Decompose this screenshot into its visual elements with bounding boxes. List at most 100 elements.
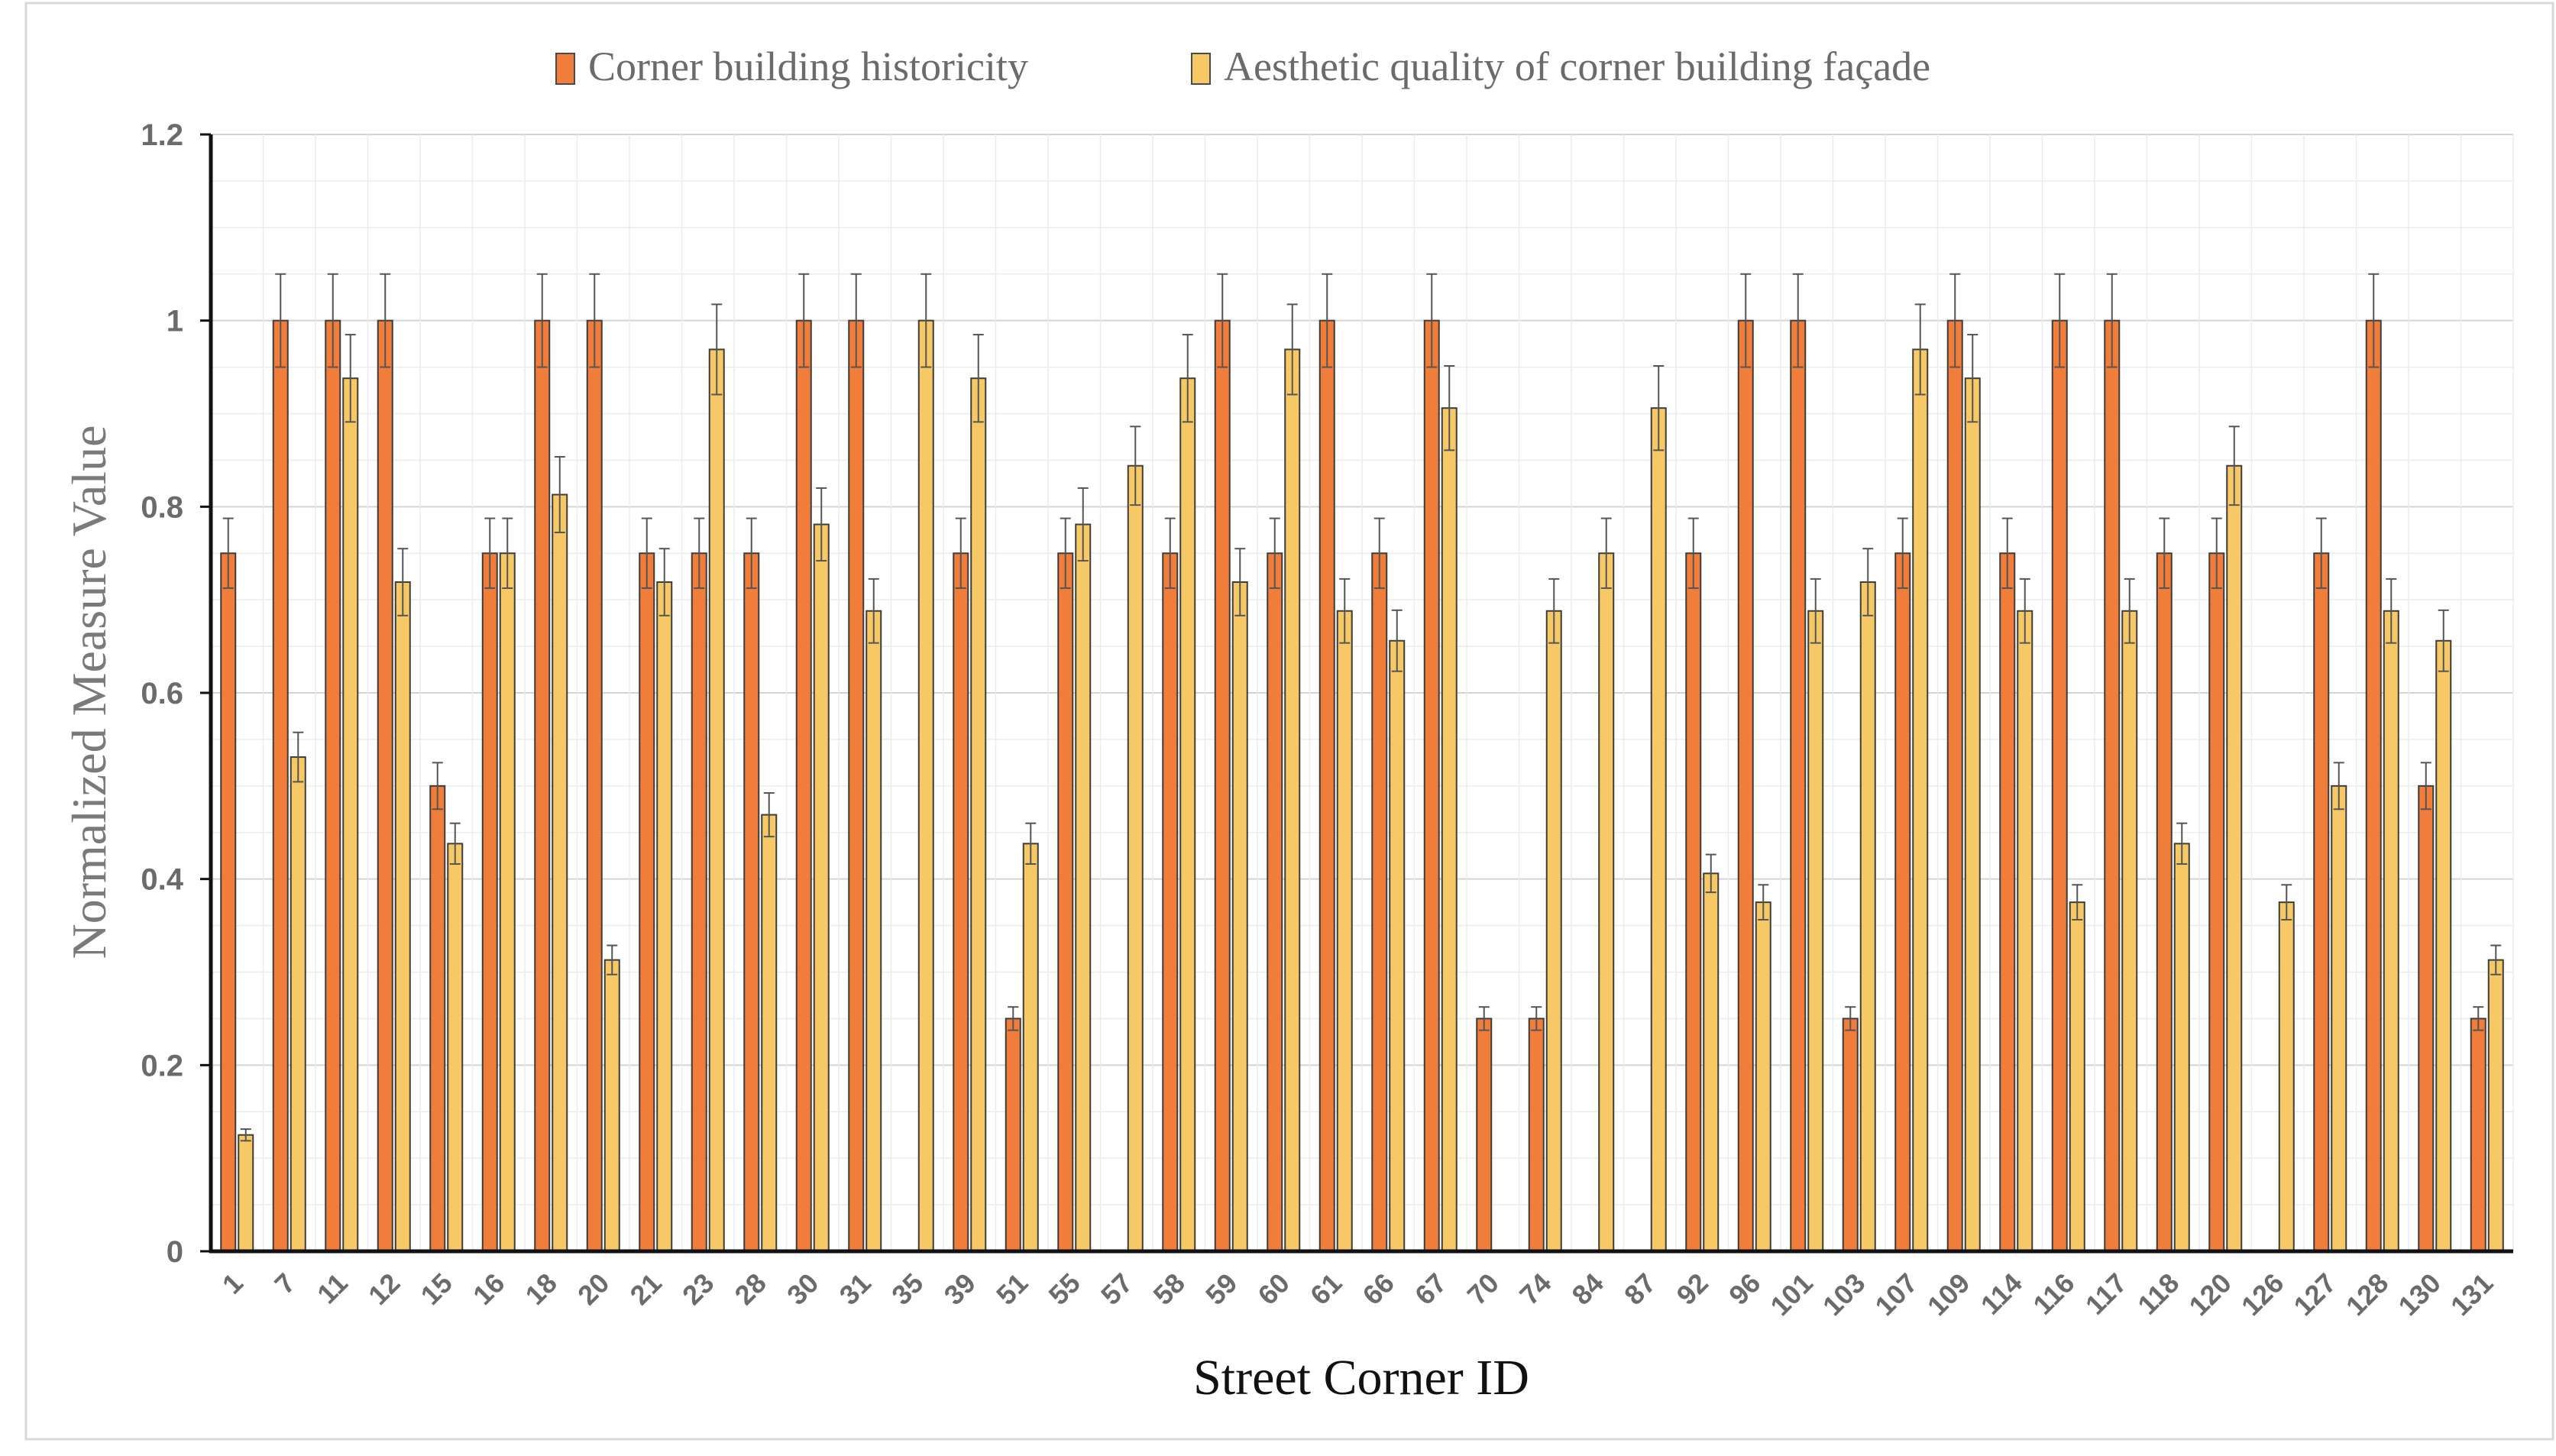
bar-historicity[interactable] <box>691 552 707 1252</box>
legend-item-aesthetic[interactable]: Aesthetic quality of corner building faç… <box>1191 44 1930 89</box>
bar-aesthetic[interactable] <box>2278 901 2295 1252</box>
bar-aesthetic[interactable] <box>1755 901 1771 1252</box>
y-tick-label: 0.6 <box>141 677 183 710</box>
bar-historicity[interactable] <box>1162 552 1179 1252</box>
bar-historicity[interactable] <box>325 319 341 1253</box>
bar-historicity[interactable] <box>377 319 393 1253</box>
bar-aesthetic[interactable] <box>1179 377 1196 1252</box>
bar-historicity[interactable] <box>1999 552 2016 1252</box>
legend-item-historicity[interactable]: Corner building historicity <box>555 44 1028 89</box>
legend-swatch-aesthetic <box>1191 53 1211 85</box>
bars <box>220 273 2504 1253</box>
bar-historicity[interactable] <box>220 552 237 1252</box>
bar-aesthetic[interactable] <box>290 756 306 1252</box>
bar-historicity[interactable] <box>481 552 498 1252</box>
chart-border <box>24 2 2554 1441</box>
bar-historicity[interactable] <box>1214 319 1231 1253</box>
bar-aesthetic[interactable] <box>1650 407 1667 1253</box>
bar-historicity[interactable] <box>2418 785 2435 1253</box>
bar-historicity[interactable] <box>1790 319 1807 1253</box>
bar-aesthetic[interactable] <box>552 493 568 1252</box>
bar-historicity[interactable] <box>2470 1018 2486 1252</box>
bar-historicity[interactable] <box>1057 552 1074 1252</box>
bar-historicity[interactable] <box>639 552 655 1252</box>
y-axis-title: Normalized Measure Value <box>62 425 116 959</box>
bar-historicity[interactable] <box>2104 319 2121 1253</box>
bar-historicity[interactable] <box>2365 319 2382 1253</box>
bar-aesthetic[interactable] <box>394 581 411 1252</box>
bar-aesthetic[interactable] <box>1598 552 1615 1252</box>
y-tick-label: 0.8 <box>141 490 183 524</box>
bar-historicity[interactable] <box>586 319 603 1253</box>
bar-historicity[interactable] <box>1528 1018 1545 1252</box>
bar-aesthetic[interactable] <box>656 581 673 1252</box>
bar-aesthetic[interactable] <box>1859 581 1876 1252</box>
y-axis-ticks: 0 0.2 0.4 0.6 0.8 1 1.2 <box>141 118 211 1269</box>
bar-historicity[interactable] <box>1842 1018 1859 1252</box>
bar-aesthetic[interactable] <box>2487 959 2504 1252</box>
bar-aesthetic[interactable] <box>1807 610 1824 1252</box>
bar-aesthetic[interactable] <box>2017 610 2033 1252</box>
bar-aesthetic[interactable] <box>499 552 516 1252</box>
bar-historicity[interactable] <box>1005 1018 1021 1252</box>
bar-aesthetic[interactable] <box>1284 348 1301 1252</box>
bar-aesthetic[interactable] <box>2121 610 2138 1252</box>
bar-historicity[interactable] <box>848 319 865 1253</box>
bar-historicity[interactable] <box>1894 552 1911 1252</box>
bar-historicity[interactable] <box>1737 319 1754 1253</box>
bar-historicity[interactable] <box>1476 1018 1493 1252</box>
bar-aesthetic[interactable] <box>1703 872 1720 1253</box>
bar-aesthetic[interactable] <box>1912 348 1929 1252</box>
y-tick-label: 1.2 <box>141 118 183 152</box>
x-axis-title: Street Corner ID <box>1193 1350 1529 1406</box>
bar-aesthetic[interactable] <box>1022 843 1039 1252</box>
bar-historicity[interactable] <box>743 552 760 1252</box>
bar-historicity[interactable] <box>1946 319 1963 1253</box>
bar-aesthetic[interactable] <box>238 1134 254 1253</box>
bar-historicity[interactable] <box>1685 552 1702 1252</box>
bar-aesthetic[interactable] <box>708 348 725 1252</box>
bar-aesthetic[interactable] <box>1441 407 1458 1253</box>
bar-aesthetic[interactable] <box>1075 523 1092 1252</box>
bar-historicity[interactable] <box>1371 552 1388 1252</box>
bar-historicity[interactable] <box>2208 552 2225 1252</box>
bar-aesthetic[interactable] <box>813 523 830 1252</box>
bar-aesthetic[interactable] <box>2226 464 2243 1252</box>
bar-historicity[interactable] <box>2051 319 2068 1253</box>
bar-aesthetic[interactable] <box>2383 610 2399 1252</box>
bar-aesthetic[interactable] <box>1127 464 1144 1252</box>
bar-historicity[interactable] <box>2313 552 2330 1252</box>
bar-aesthetic[interactable] <box>1389 639 1406 1252</box>
bar-aesthetic[interactable] <box>2173 843 2190 1252</box>
bar-aesthetic[interactable] <box>1545 610 1562 1252</box>
bar-historicity[interactable] <box>272 319 289 1253</box>
bar-aesthetic[interactable] <box>2435 639 2452 1252</box>
bar-historicity[interactable] <box>1423 319 1440 1253</box>
bar-historicity[interactable] <box>429 785 446 1253</box>
bar-aesthetic[interactable] <box>1964 377 1981 1252</box>
bar-aesthetic[interactable] <box>2069 901 2085 1252</box>
bar-historicity[interactable] <box>2156 552 2173 1252</box>
bar-historicity[interactable] <box>1267 552 1283 1252</box>
bar-aesthetic[interactable] <box>2331 785 2347 1253</box>
y-tick-label: 0.4 <box>141 863 183 897</box>
bar-aesthetic[interactable] <box>917 319 934 1253</box>
bar-aesthetic[interactable] <box>1231 581 1248 1252</box>
y-tick-label: 1 <box>167 305 183 338</box>
bar-historicity[interactable] <box>1318 319 1335 1253</box>
bar-aesthetic[interactable] <box>761 814 778 1252</box>
bar-aesthetic[interactable] <box>1336 610 1353 1252</box>
legend-swatch-historicity <box>555 53 575 85</box>
bar-aesthetic[interactable] <box>970 377 987 1252</box>
bar-historicity[interactable] <box>534 319 551 1253</box>
bar-aesthetic[interactable] <box>342 377 359 1252</box>
legend: Corner building historicity Aesthetic qu… <box>555 44 1930 89</box>
bar-aesthetic[interactable] <box>447 843 464 1252</box>
bar-historicity[interactable] <box>953 552 969 1252</box>
bar-historicity[interactable] <box>795 319 812 1253</box>
bar-aesthetic[interactable] <box>603 959 620 1252</box>
bar-aesthetic[interactable] <box>865 610 882 1252</box>
legend-label-aesthetic: Aesthetic quality of corner building faç… <box>1224 44 1930 89</box>
y-tick-label: 0 <box>167 1235 183 1269</box>
